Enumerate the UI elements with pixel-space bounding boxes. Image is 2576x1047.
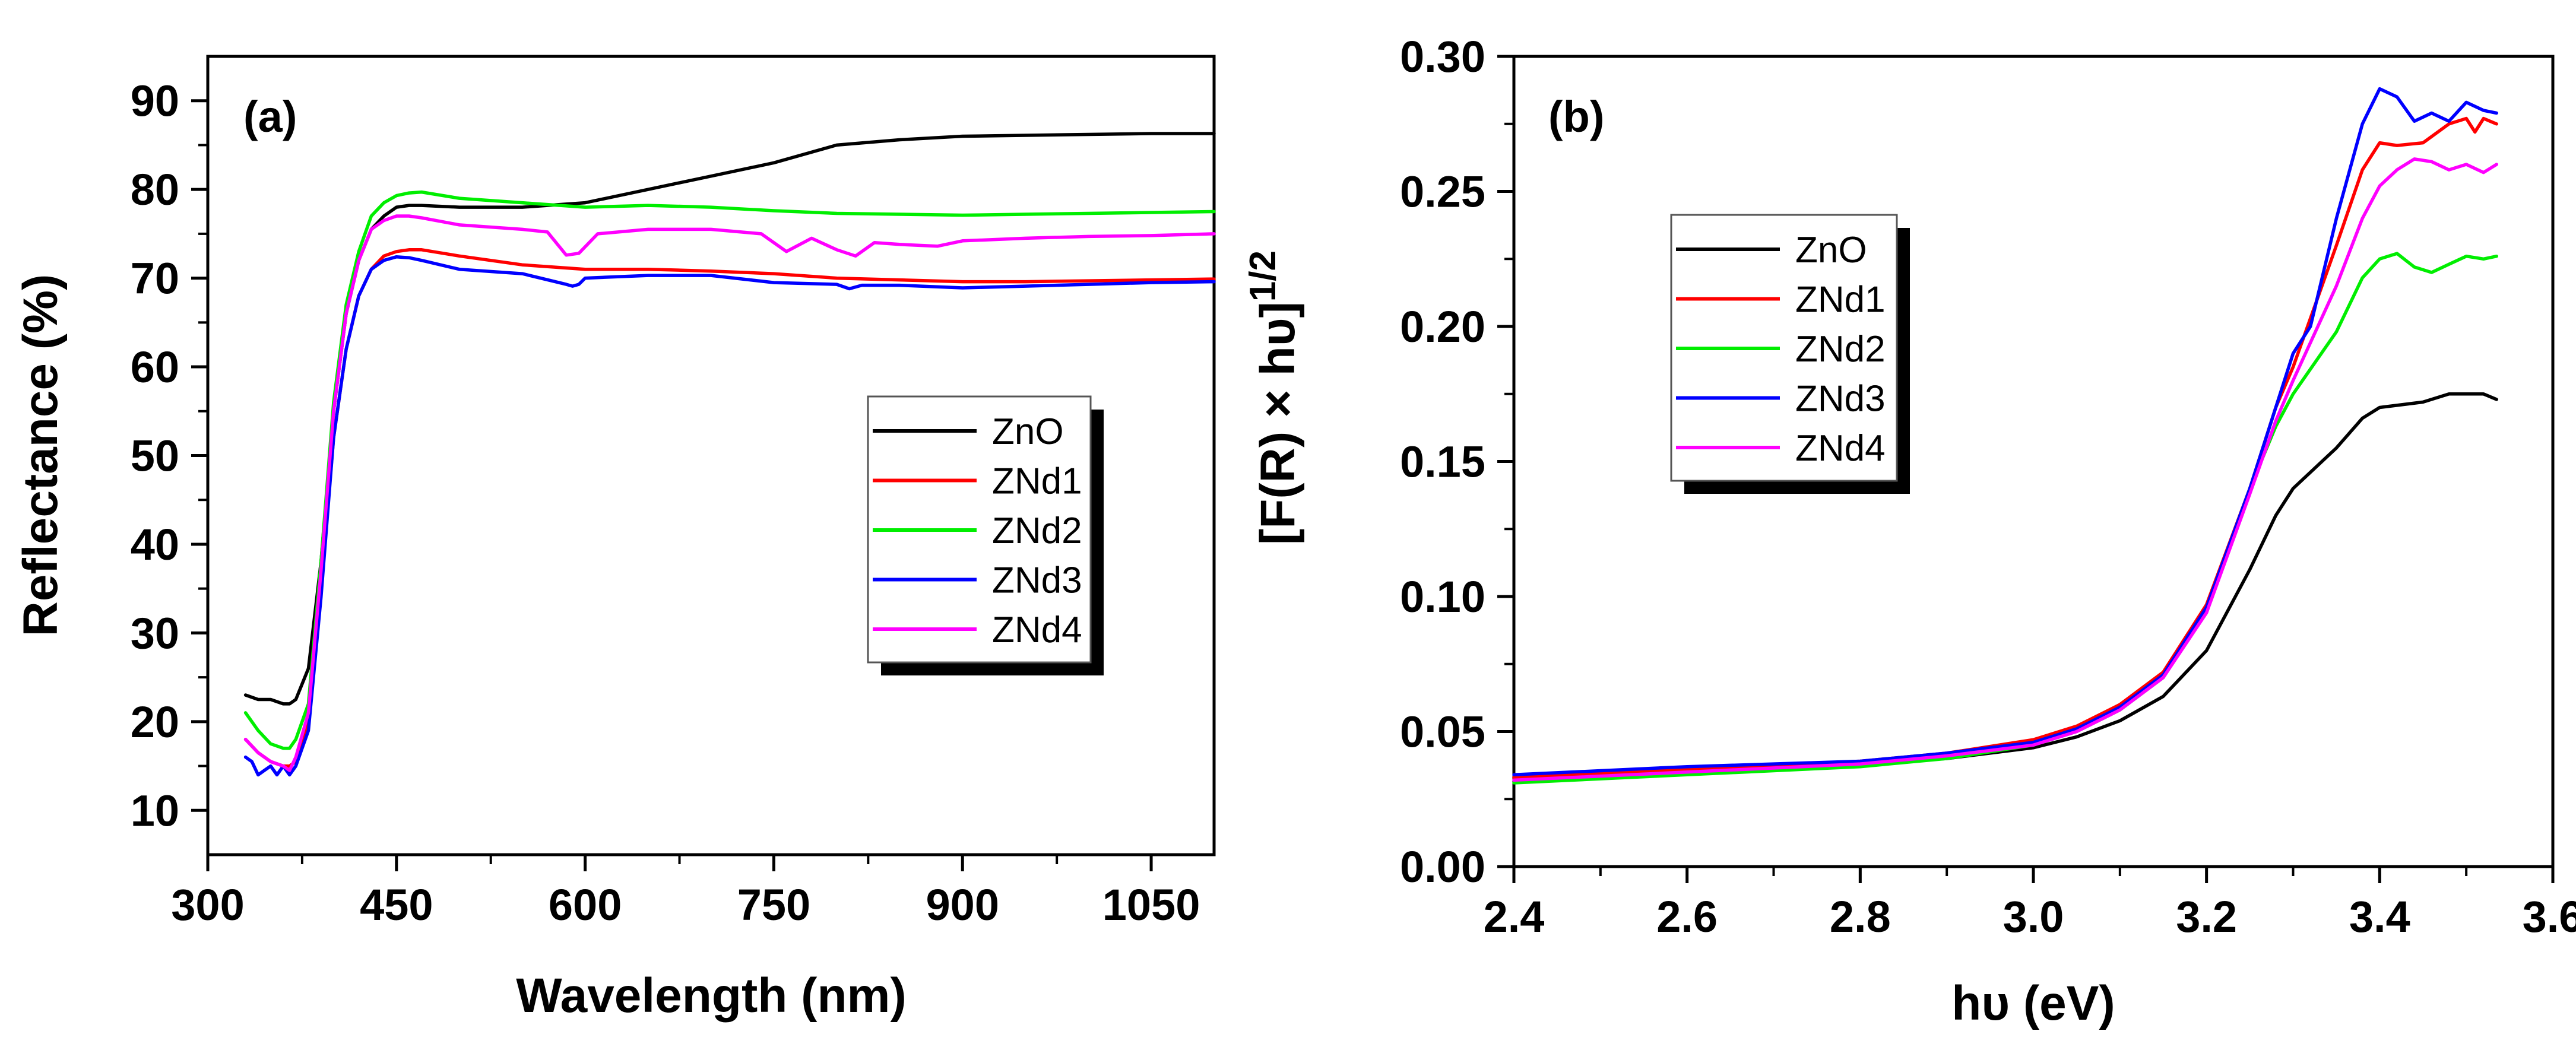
x-axis-title: hυ (eV) xyxy=(1951,976,2115,1030)
x-tick-label: 300 xyxy=(171,880,244,929)
legend-label: ZNd1 xyxy=(992,461,1082,502)
y-tick-label: 40 xyxy=(131,520,179,569)
legend-label: ZnO xyxy=(1795,230,1867,271)
legend-label: ZNd3 xyxy=(1795,379,1886,420)
panel-a: 300 450 600 750 900 1050 10 20 30 40 50 60 70 80 90 (a)… xyxy=(14,55,1216,1023)
y-tick-label: 90 xyxy=(131,77,179,126)
legend-label: ZNd1 xyxy=(1795,280,1886,321)
series-line-znd1 xyxy=(1512,116,2498,779)
legend-label: ZNd2 xyxy=(992,510,1082,551)
legend-label: ZNd2 xyxy=(1795,329,1886,370)
x-tick-label: 900 xyxy=(926,880,999,929)
legend-label: ZNd4 xyxy=(992,610,1082,651)
x-tick-label: 450 xyxy=(360,880,433,929)
y-tick-label: 0.20 xyxy=(1400,302,1485,351)
y-axis-title-main: [F(R) × hυ] xyxy=(1251,302,1305,545)
legend-label: ZnO xyxy=(992,411,1064,452)
series-line-znd2 xyxy=(1512,252,2498,785)
series-line-znd4 xyxy=(243,214,1216,772)
y-tick-label: 60 xyxy=(131,342,179,392)
legend: ZnO ZNd1 ZNd2 ZNd3 ZNd4 xyxy=(1670,214,1910,494)
y-tick-label: 0.00 xyxy=(1400,842,1485,891)
x-tick-label: 1050 xyxy=(1102,880,1200,929)
x-tick-label: 750 xyxy=(737,880,810,929)
x-tick-label: 3.4 xyxy=(2349,892,2410,941)
y-tick-label: 0.30 xyxy=(1400,32,1485,81)
x-tick-label: 600 xyxy=(549,880,622,929)
series-line-znd3 xyxy=(1512,87,2498,777)
x-tick-label: 2.6 xyxy=(1656,892,1718,941)
series-line-zno xyxy=(243,132,1216,706)
y-tick-label: 10 xyxy=(131,786,179,835)
y-axis-title: Reflectance (%) xyxy=(14,274,68,637)
panel-label: (a) xyxy=(243,92,297,141)
legend-label: ZNd3 xyxy=(992,560,1082,601)
y-tick-label: 0.05 xyxy=(1400,707,1485,757)
x-tick-label: 3.2 xyxy=(2176,892,2237,941)
series-line-zno xyxy=(1512,392,2498,779)
y-tick-label: 0.15 xyxy=(1400,437,1485,487)
y-tick-label: 50 xyxy=(131,432,179,481)
y-axis-title-superscript: 1/2 xyxy=(1243,250,1284,302)
y-tick-label: 0.25 xyxy=(1400,167,1485,217)
series-line-znd2 xyxy=(243,190,1216,750)
panel-label: (b) xyxy=(1548,92,1605,141)
x-tick-label: 2.8 xyxy=(1830,892,1891,941)
y-tick-label: 20 xyxy=(131,697,179,747)
x-tick-label: 2.4 xyxy=(1484,892,1545,941)
y-tick-label: 80 xyxy=(131,165,179,214)
legend-label: ZNd4 xyxy=(1795,428,1886,469)
y-tick-label: 30 xyxy=(131,608,179,658)
series-line-znd4 xyxy=(1512,157,2498,782)
x-axis-title: Wavelength (nm) xyxy=(516,969,907,1023)
x-tick-label: 3.6 xyxy=(2523,892,2576,941)
y-tick-label: 0.10 xyxy=(1400,572,1485,621)
y-tick-label: 70 xyxy=(131,254,179,303)
x-tick-label: 3.0 xyxy=(2003,892,2064,941)
legend: ZnO ZNd1 ZNd2 ZNd3 ZNd4 xyxy=(867,395,1104,675)
panel-b: 2.4 2.6 2.8 3.0 3.2 3.4 3.6 0.00 0.05 0.10 0.15 0.2… xyxy=(1243,32,2576,1030)
y-axis-title: [F(R) × hυ]1/2 xyxy=(1243,250,1305,545)
